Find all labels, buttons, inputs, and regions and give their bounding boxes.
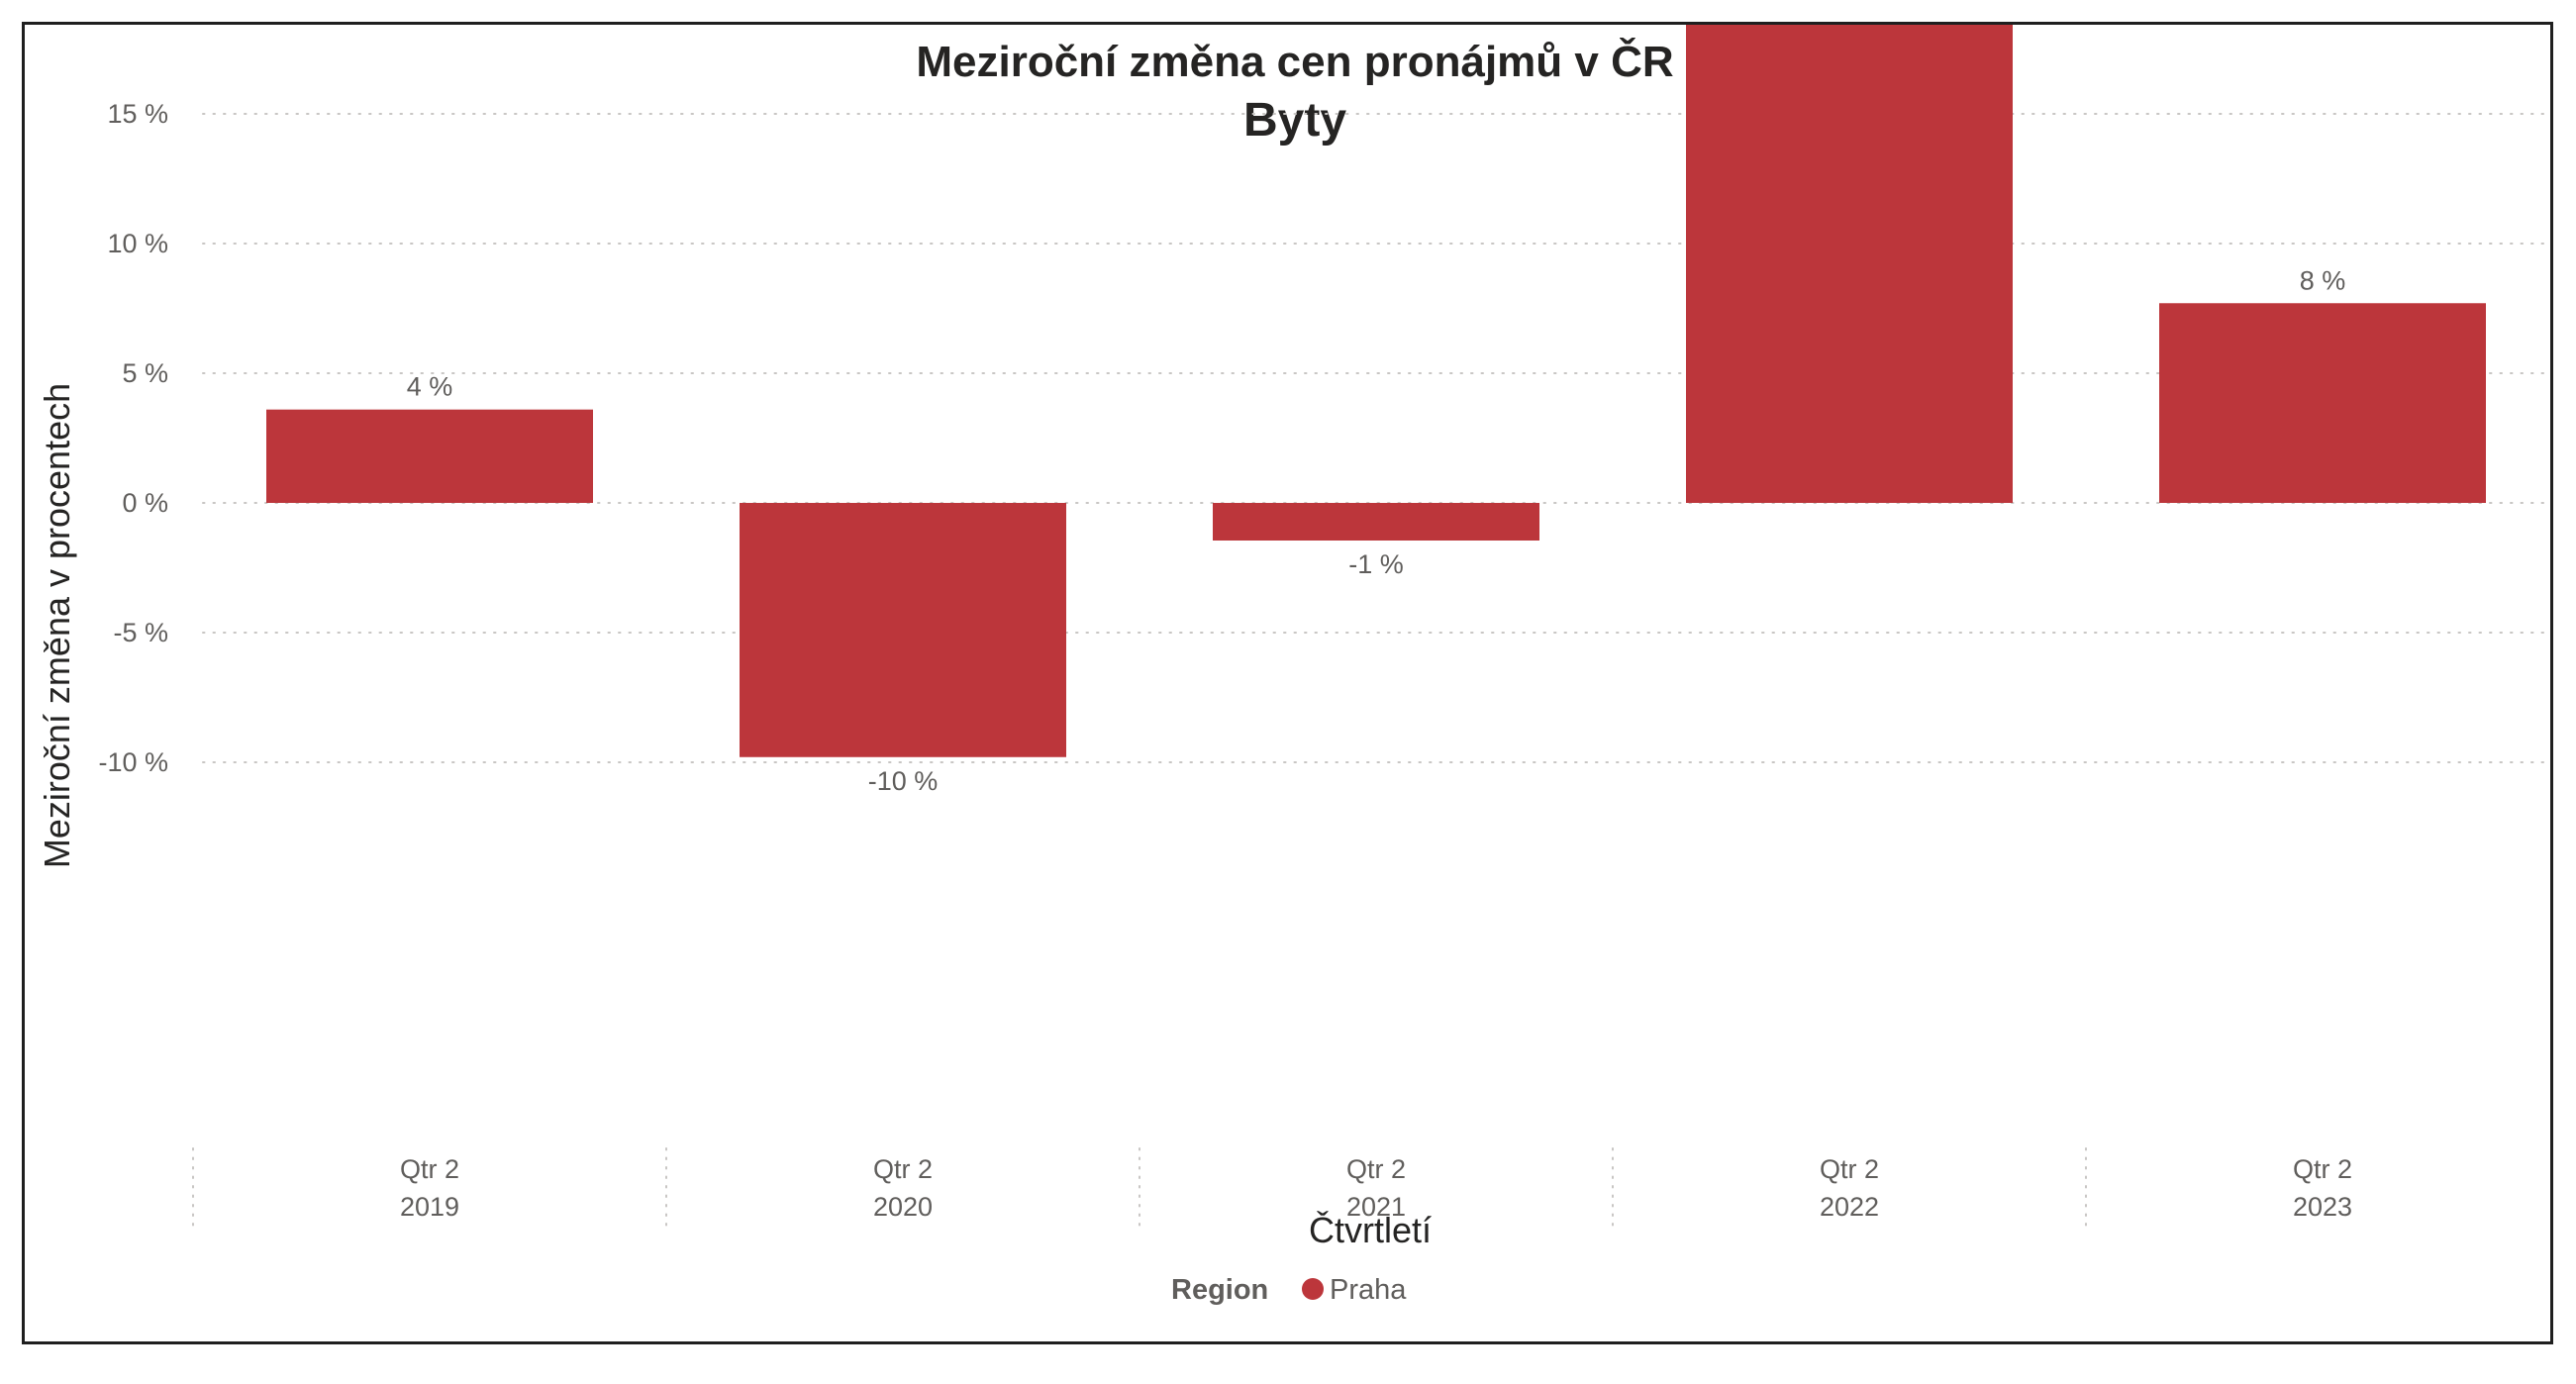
x-axis-separators	[192, 1147, 2087, 1229]
data-label-2021: -1 %	[1348, 549, 1404, 579]
chart-title: Meziroční změna cen pronájmů v ČR	[916, 36, 1673, 86]
y-tick-label: 15 %	[107, 99, 168, 129]
legend: Region Praha	[1171, 1274, 1407, 1306]
bar-2020	[740, 503, 1066, 757]
bar-2019	[266, 409, 593, 503]
x-tick-year: 2022	[1820, 1192, 1879, 1222]
y-tick-label: 0 %	[122, 488, 168, 518]
bar-chart: Meziroční změna cen pronájmů v ČR Byty 2…	[37, 25, 2550, 1306]
legend-title: Region	[1171, 1274, 1268, 1306]
data-label-2023: 8 %	[2300, 265, 2346, 295]
legend-marker-praha	[1302, 1278, 1324, 1300]
x-tick-quarter: Qtr 2	[1820, 1154, 1879, 1184]
x-tick-quarter: Qtr 2	[2293, 1154, 2352, 1184]
x-tick-year: 2020	[873, 1192, 933, 1222]
bar-2022	[1686, 25, 2013, 504]
bar-2023	[2159, 303, 2486, 503]
data-label-2019: 4 %	[407, 372, 453, 402]
x-tick-quarter: Qtr 2	[873, 1154, 933, 1184]
x-axis-title: Čtvrtletí	[1309, 1210, 1432, 1250]
x-tick-quarter: Qtr 2	[400, 1154, 459, 1184]
y-tick-label: -5 %	[113, 618, 168, 647]
y-axis-title: Meziroční změna v procentech	[37, 383, 77, 868]
bar-2021	[1213, 503, 1539, 541]
gridlines	[202, 113, 2550, 763]
x-tick-year: 2019	[400, 1192, 459, 1222]
bars	[266, 25, 2486, 757]
x-tick-year: 2023	[2293, 1192, 2352, 1222]
chart-frame: Meziroční změna cen pronájmů v ČR Byty 2…	[22, 22, 2553, 1344]
legend-item-praha: Praha	[1330, 1274, 1407, 1306]
y-axis-tick-labels: 25 %20 %15 %10 %5 %0 %-5 %-10 %	[98, 99, 168, 777]
x-axis-tick-labels: Qtr 2 2019 Qtr 2 2020 Qtr 2 2021 Qtr 2 2022 Qtr …	[400, 1154, 2352, 1222]
y-tick-label: 10 %	[107, 229, 168, 258]
y-tick-label: 5 %	[122, 358, 168, 388]
x-tick-year: 2021	[1346, 1192, 1406, 1222]
x-tick-quarter: Qtr 2	[1346, 1154, 1406, 1184]
data-labels: 4 %-10 %-1 %26 %8 %	[407, 265, 2346, 796]
data-label-2020: -10 %	[868, 766, 939, 796]
y-tick-label: -10 %	[98, 747, 168, 777]
chart-subtitle: Byty	[1243, 94, 1346, 147]
